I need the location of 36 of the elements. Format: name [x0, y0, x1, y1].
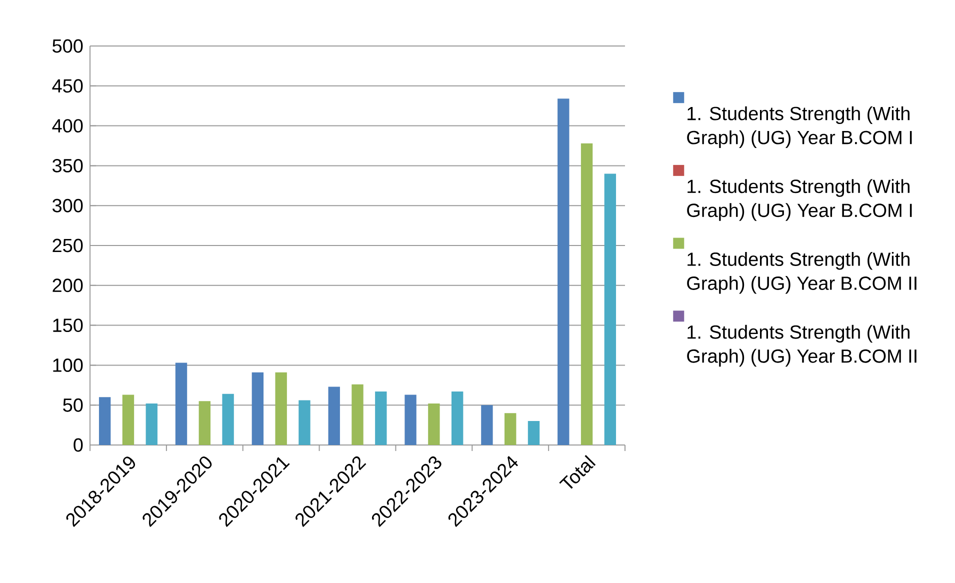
bar	[175, 362, 188, 445]
bar	[222, 394, 234, 445]
bar	[98, 397, 111, 445]
bar	[198, 401, 210, 445]
y-tick-label: 100	[53, 358, 83, 372]
bar	[481, 405, 493, 445]
bar	[604, 174, 616, 445]
y-tick-label: 50	[63, 398, 83, 412]
y-tick-label: 150	[53, 318, 83, 332]
y-tick-label: 500	[52, 39, 83, 53]
bar	[451, 392, 464, 445]
y-tick-label: 200	[52, 278, 83, 292]
bar	[558, 98, 570, 445]
y-tick-label: 250	[52, 238, 83, 252]
bar	[328, 386, 340, 445]
bar	[528, 421, 540, 445]
bar	[146, 403, 158, 445]
y-tick-label: 450	[52, 79, 83, 93]
bar	[275, 372, 287, 445]
bar	[404, 394, 416, 445]
y-tick-label: 0	[74, 438, 83, 452]
bar	[504, 413, 516, 445]
bar	[298, 400, 310, 445]
bar	[252, 372, 264, 445]
legend-label: 1. Students Strength (With Graph) (UG) Year B.COM II	[687, 252, 916, 294]
y-tick-label: 400	[52, 119, 83, 133]
legend-label: 1. Students Strength (With Graph) (UG) Year B.COM II	[687, 324, 916, 367]
bar	[375, 392, 387, 445]
legend-label: 1. Students Strength (With Graph) (UG) Year B.COM I	[687, 106, 912, 148]
y-tick-label: 350	[52, 158, 83, 172]
bar	[352, 384, 364, 445]
bar	[428, 403, 440, 445]
bar	[122, 394, 134, 445]
legend-label: 1. Students Strength (With Graph) (UG) Year B.COM I	[687, 179, 912, 221]
y-tick-label: 300	[52, 198, 83, 212]
bar	[580, 143, 593, 445]
